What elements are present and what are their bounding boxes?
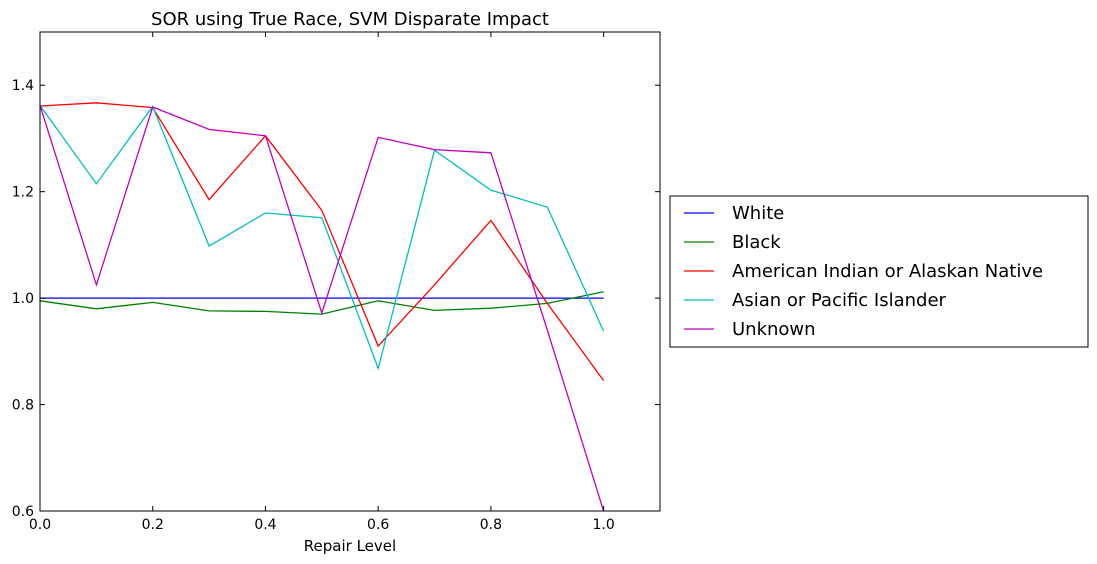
y-tick-label: 1.4 [12, 78, 34, 94]
legend-label-2: American Indian or Alaskan Native [732, 261, 1043, 282]
legend-label-1: Black [732, 232, 781, 253]
legend: White Black American Indian or Alaskan Nat… [669, 195, 1089, 348]
series-line-1 [39, 291, 604, 315]
series-line-4 [39, 105, 605, 512]
y-tick-label: 1.2 [12, 185, 34, 201]
legend-label-3: Asian or Pacific Islander [732, 290, 947, 311]
legend-label-4: Unknown [732, 319, 816, 340]
x-tick-label: 0.0 [29, 517, 51, 533]
x-tick-label: 0.4 [254, 517, 276, 533]
legend-label-0: White [732, 203, 784, 224]
plot-area: 0.0 0.2 0.4 0.6 0.8 1.0 0.6 0.8 1.0 1.2 1.4 [12, 31, 661, 533]
x-tick-label: 0.2 [142, 517, 164, 533]
chart-title: SOR using True Race, SVM Disparate Impac… [151, 9, 549, 30]
plot-frame [39, 31, 661, 512]
legend-box [669, 195, 1089, 348]
series-line-3 [39, 105, 605, 371]
x-axis-label: Repair Level [304, 537, 396, 555]
series-line-2 [39, 102, 605, 381]
x-tick-label: 1.0 [593, 517, 615, 533]
x-tick-label: 0.8 [480, 517, 502, 533]
y-tick-label: 0.6 [12, 504, 34, 520]
x-tick-label: 0.6 [367, 517, 389, 533]
y-tick-label: 0.8 [12, 398, 34, 414]
y-tick-label: 1.0 [12, 291, 34, 307]
